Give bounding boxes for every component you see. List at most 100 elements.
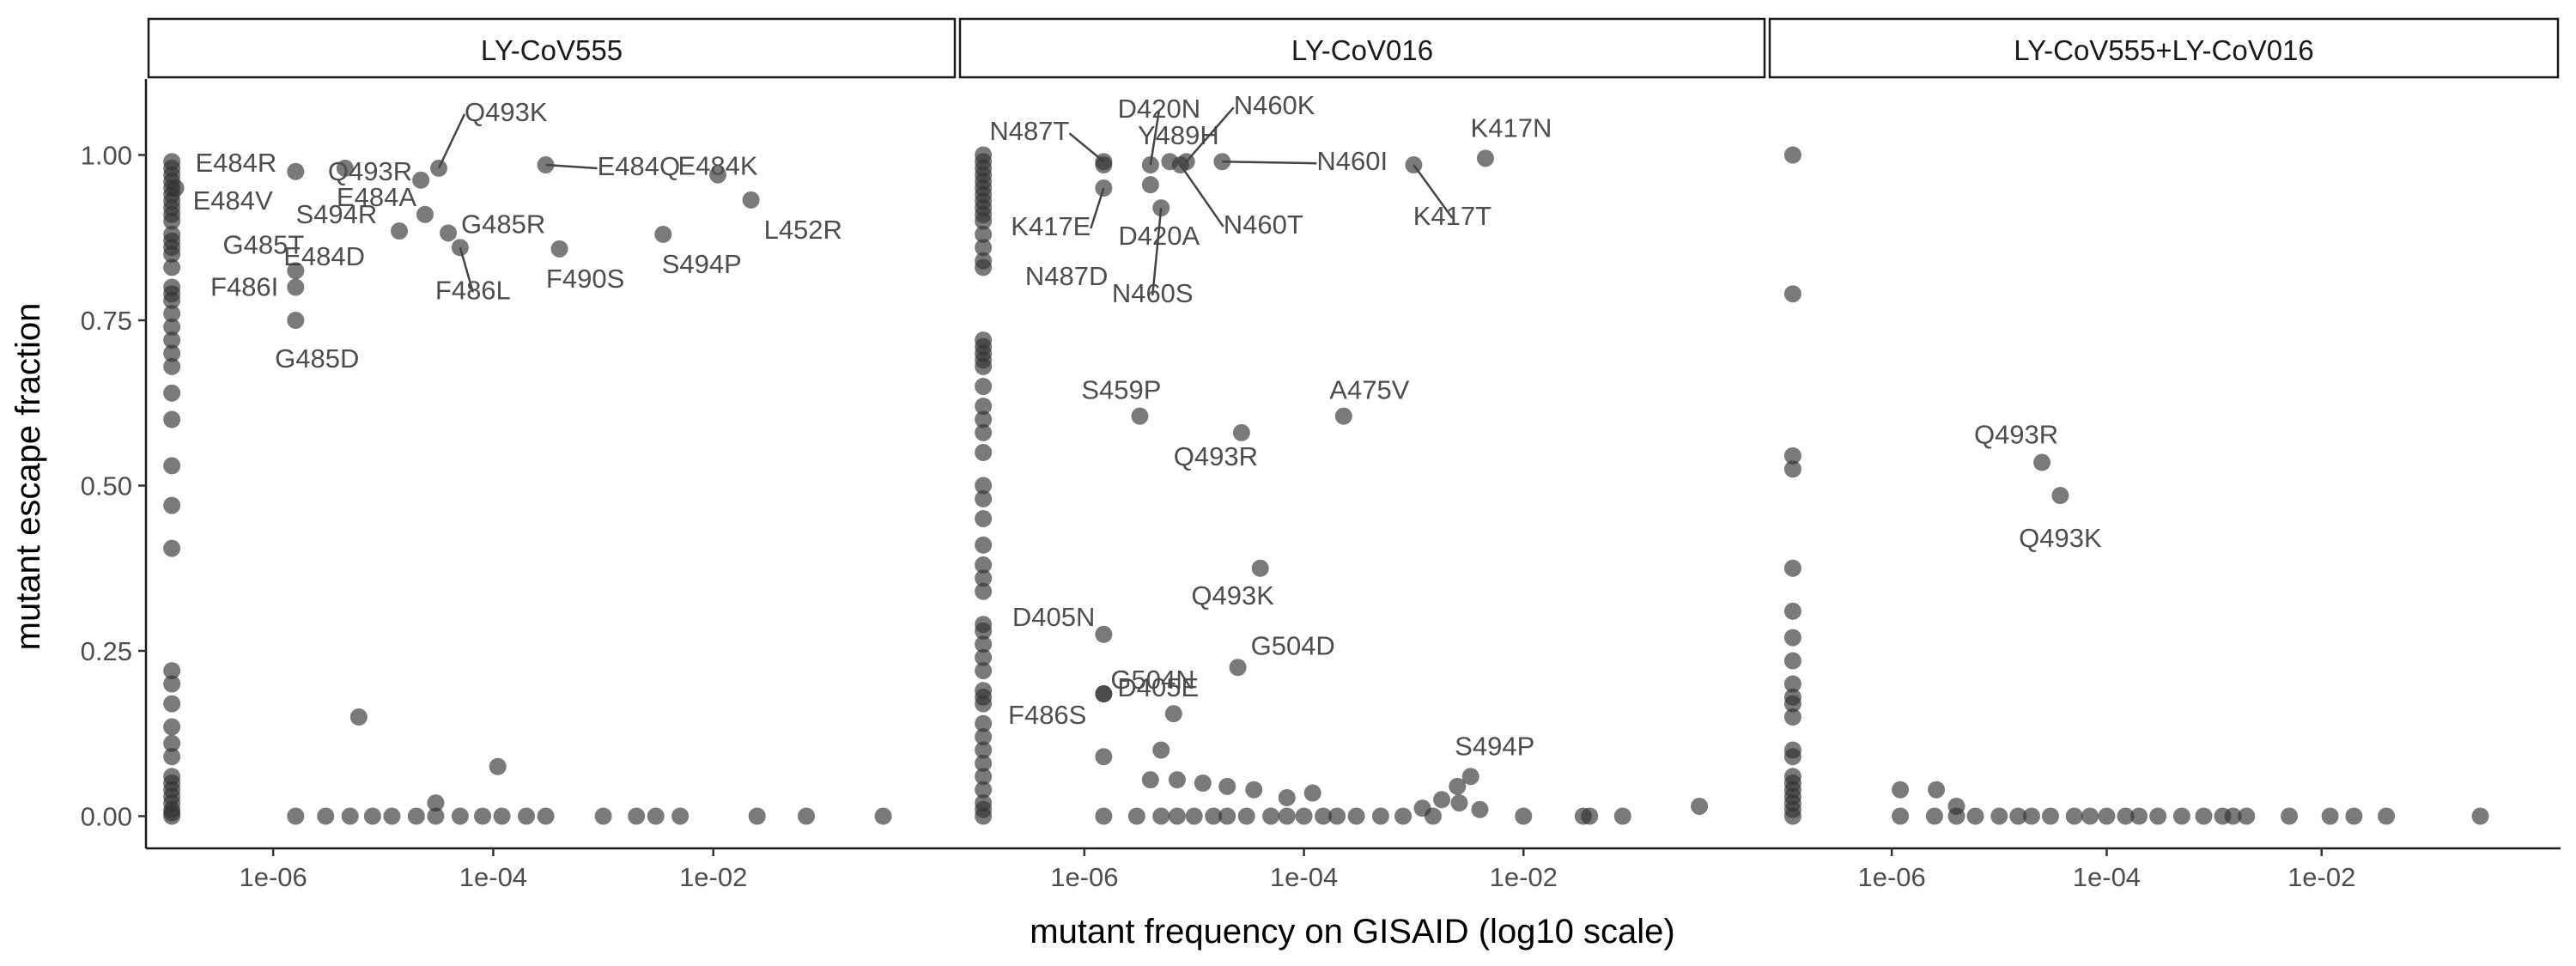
panel-3-zero-point xyxy=(2117,807,2135,825)
panel-2-labeled-point xyxy=(1461,768,1479,786)
panel-3-column-point xyxy=(1783,285,1801,303)
panel-1-title: LY-CoV555 xyxy=(481,34,623,66)
panel-1-point xyxy=(163,457,181,475)
panel-2-point xyxy=(1245,781,1263,799)
y-tick-label: 0.75 xyxy=(81,306,132,336)
panel-2-zero-point xyxy=(1581,807,1599,825)
panel-1-point xyxy=(163,662,181,680)
panel-1-point-label: F486I xyxy=(210,272,278,302)
panel-2-zero-point xyxy=(1295,807,1313,825)
panel-1-point-label: F490S xyxy=(546,264,624,294)
panel-2-point-label: G504D xyxy=(1251,630,1335,660)
panel-1-zero-point xyxy=(628,807,646,825)
y-tick-label: 1.00 xyxy=(81,141,132,171)
panel-3-labeled-point xyxy=(2051,487,2069,505)
panel-3-point xyxy=(1892,781,1910,799)
panel-3-point xyxy=(1928,781,1946,799)
panel-1-zero-point xyxy=(451,807,469,825)
panel-1-strip xyxy=(147,17,957,79)
panel-1-column-point xyxy=(163,695,181,713)
panel-1-point-label: E484Q xyxy=(598,151,681,181)
panel-2-column-point xyxy=(975,423,993,441)
panel-3-zero-point xyxy=(2098,807,2116,825)
panel-2-column-point xyxy=(975,662,993,680)
panel-2-column-point xyxy=(975,622,993,640)
panel-2-column-point xyxy=(975,239,993,257)
panel-2-point-label: N460T xyxy=(1224,210,1303,240)
panel-2-column-point xyxy=(975,807,993,825)
panel-1-point-label: F486L xyxy=(435,275,511,305)
panel-1-x-tick-label: 1e-06 xyxy=(239,862,307,892)
panel-1-zero-point xyxy=(798,807,816,825)
panel-1-point-label: E484A xyxy=(337,182,416,212)
panel-3-column-point xyxy=(1783,807,1801,825)
panel-2-zero-point xyxy=(1278,807,1296,825)
panel-3-zero-point xyxy=(1990,807,2008,825)
panel-1-labeled-point xyxy=(430,159,448,177)
panel-1-point-label: S494R xyxy=(295,199,377,229)
panel-2-point-label: K417E xyxy=(1011,211,1091,241)
panel-3-column-point xyxy=(1783,708,1801,726)
panel-1-column-point xyxy=(163,748,181,766)
panel-1-column-point xyxy=(163,305,181,323)
panel-1-zero-point xyxy=(427,807,445,825)
panel-1-label-connector xyxy=(459,246,475,293)
panel-2-x-tick-label: 1e-02 xyxy=(1490,862,1558,892)
y-axis-title: mutant escape fraction xyxy=(9,303,47,651)
panel-1-point xyxy=(489,757,507,775)
panel-2-zero-point xyxy=(1237,807,1255,825)
panel-2-zero-point xyxy=(1613,807,1631,825)
panel-3-zero-point xyxy=(2238,807,2256,825)
panel-2-label-connector xyxy=(1090,187,1105,229)
y-tick-label: 0.50 xyxy=(81,471,132,501)
panel-2-labeled-point xyxy=(1095,685,1113,703)
panel-1-point xyxy=(427,794,445,812)
panel-1-labeled-point xyxy=(336,159,354,177)
panel-1-point-label: G485R xyxy=(461,209,545,239)
panel-2-zero-point xyxy=(1394,807,1413,825)
panel-2-point xyxy=(1471,800,1489,818)
panel-3-x-tick-label: 1e-02 xyxy=(2287,862,2355,892)
panel-2-column-point xyxy=(975,258,993,276)
panel-2-point-label: K417N xyxy=(1471,112,1552,143)
panel-2-point xyxy=(1303,784,1321,802)
panel-1-zero-point xyxy=(383,807,401,825)
panel-1-column-point xyxy=(163,212,181,230)
panel-3-zero-point xyxy=(2345,807,2363,825)
panel-3-zero-point xyxy=(1925,807,1943,825)
panel-1-labeled-point xyxy=(742,191,760,209)
panel-1-point xyxy=(163,496,181,514)
panel-2-labeled-point xyxy=(1131,407,1149,425)
panel-1-point xyxy=(163,384,181,402)
panel-2-column-point xyxy=(975,741,993,759)
panel-2-labeled-point xyxy=(1251,559,1269,577)
panel-1-point-label: G485T xyxy=(223,229,305,259)
panel-2-zero-point xyxy=(1127,807,1145,825)
panel-3-zero-point xyxy=(2471,807,2489,825)
panel-2-label-connector xyxy=(1413,164,1454,219)
panel-1-labeled-point xyxy=(287,312,305,329)
panel-3-column-point xyxy=(1783,602,1801,620)
panel-1-labeled-point xyxy=(287,262,305,280)
panel-2-column-point xyxy=(975,781,993,799)
panel-3-zero-point xyxy=(2224,807,2242,825)
panel-1-labeled-point xyxy=(709,166,727,184)
panel-1-labeled-point xyxy=(287,162,305,180)
panel-1-zero-point xyxy=(647,807,665,825)
panel-1-zero-point xyxy=(493,807,511,825)
panel-2-column-point xyxy=(975,582,993,600)
panel-2-point-label: Q493R xyxy=(1174,441,1258,471)
panel-3-zero-point xyxy=(2378,807,2396,825)
panel-1-zero-point xyxy=(671,807,690,825)
panel-2-labeled-point xyxy=(1141,176,1159,194)
panel-1-zero-point xyxy=(874,807,892,825)
panel-1-column-point xyxy=(163,258,181,276)
panel-1-labeled-point xyxy=(412,171,430,189)
panel-2-column-point xyxy=(975,556,993,574)
panel-3-point xyxy=(1947,797,1965,815)
panel-3-zero-point xyxy=(2321,807,2339,825)
panel-1-column-point xyxy=(163,675,181,693)
panel-2-point xyxy=(1095,748,1113,766)
panel-2-column-point xyxy=(975,728,993,746)
